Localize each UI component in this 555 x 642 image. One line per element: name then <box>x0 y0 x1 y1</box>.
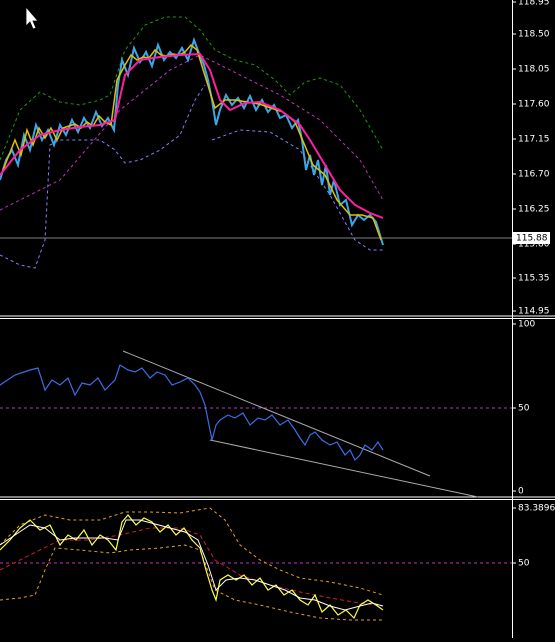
axis-label: 0 <box>518 487 524 497</box>
axis-label: 50 <box>518 404 530 414</box>
axis-label: 118.95 <box>518 0 550 8</box>
axis-label: 50 <box>518 559 530 569</box>
axis-label: 115.35 <box>518 274 550 284</box>
band-upper <box>0 507 384 596</box>
moving-average-slow <box>0 54 384 211</box>
axis-label: 83.3896 <box>518 504 555 514</box>
axis-label: 117.60 <box>518 100 550 110</box>
axis-label: 118.50 <box>518 30 550 40</box>
axis-label: 115.80 <box>518 240 550 250</box>
moving-average-fast <box>0 52 384 219</box>
axis-label: 100 <box>518 320 535 330</box>
axis-label: 116.70 <box>518 170 550 180</box>
trend-line <box>122 350 431 477</box>
rsi-line <box>0 364 384 462</box>
axis-label: 114.95 <box>518 307 550 317</box>
axis-label: 118.05 <box>518 65 550 75</box>
band-lower <box>0 544 383 621</box>
signal-slow <box>0 527 384 607</box>
current-price-label: 115.88 <box>516 234 548 244</box>
axis-label: 116.25 <box>518 205 550 215</box>
current-price-box <box>513 232 550 244</box>
trend-line <box>209 439 479 498</box>
bollinger-lower <box>0 84 206 269</box>
mouse-cursor <box>25 5 39 30</box>
axis-label: 117.15 <box>518 135 550 145</box>
secondary-line <box>0 519 384 611</box>
